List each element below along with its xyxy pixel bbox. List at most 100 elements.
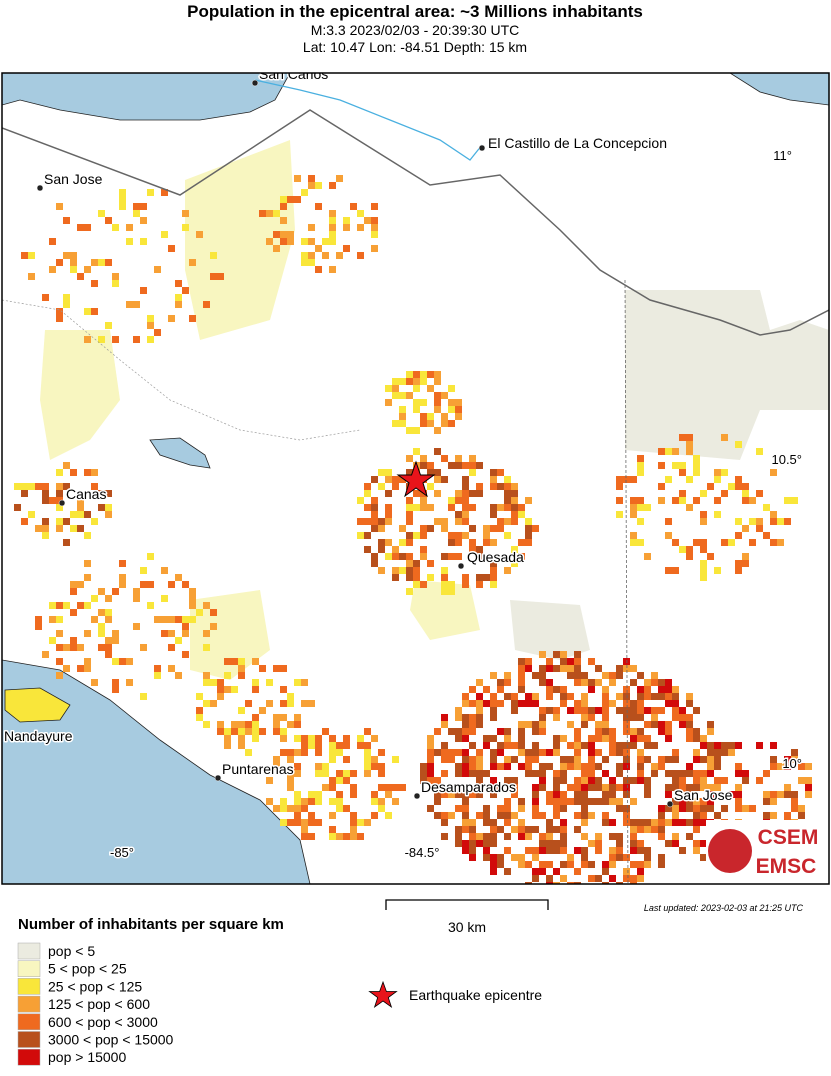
pop-cell xyxy=(616,742,623,749)
pop-cell xyxy=(469,819,476,826)
pop-cell xyxy=(469,728,476,735)
pop-cell xyxy=(539,777,546,784)
pop-cell xyxy=(357,833,364,840)
pop-cell xyxy=(441,721,448,728)
pop-cell xyxy=(511,777,518,784)
pop-cell xyxy=(336,777,343,784)
pop-cell xyxy=(357,735,364,742)
pop-cell xyxy=(63,665,70,672)
pop-cell xyxy=(511,791,518,798)
pop-cell xyxy=(518,679,525,686)
pop-cell xyxy=(490,763,497,770)
pop-cell xyxy=(609,728,616,735)
pop-cell xyxy=(364,504,371,511)
pop-cell xyxy=(161,616,168,623)
pop-cell xyxy=(518,721,525,728)
pop-cell xyxy=(504,833,511,840)
pop-cell xyxy=(252,679,259,686)
pop-cell xyxy=(392,574,399,581)
pop-cell xyxy=(329,735,336,742)
pop-cell xyxy=(504,679,511,686)
pop-cell xyxy=(35,525,42,532)
pop-cell xyxy=(238,742,245,749)
pop-cell xyxy=(679,462,686,469)
pop-cell xyxy=(476,749,483,756)
pop-cell xyxy=(616,840,623,847)
pop-cell xyxy=(609,875,616,882)
pop-cell xyxy=(336,833,343,840)
pop-cell xyxy=(637,840,644,847)
pop-cell xyxy=(560,651,567,658)
pop-cell xyxy=(70,609,77,616)
pop-cell xyxy=(630,665,637,672)
pop-cell xyxy=(14,504,21,511)
pop-cell xyxy=(532,742,539,749)
pop-cell xyxy=(476,777,483,784)
pop-cell xyxy=(735,742,742,749)
pop-cell xyxy=(567,672,574,679)
pop-cell xyxy=(630,476,637,483)
pop-cell xyxy=(357,252,364,259)
pop-cell xyxy=(77,525,84,532)
pop-cell xyxy=(392,756,399,763)
pop-cell xyxy=(483,847,490,854)
pop-cell xyxy=(28,511,35,518)
pop-cell xyxy=(301,679,308,686)
pop-cell xyxy=(588,735,595,742)
pop-cell xyxy=(266,700,273,707)
pop-cell xyxy=(525,770,532,777)
pop-cell xyxy=(490,560,497,567)
pop-cell xyxy=(476,553,483,560)
legend-label: pop < 5 xyxy=(48,943,95,959)
legend-label: pop > 15000 xyxy=(48,1049,126,1065)
pop-cell xyxy=(609,700,616,707)
pop-cell xyxy=(672,770,679,777)
pop-cell xyxy=(203,700,210,707)
pop-cell xyxy=(112,630,119,637)
pop-cell xyxy=(665,448,672,455)
pop-cell xyxy=(658,721,665,728)
pop-cell xyxy=(441,392,448,399)
pop-cell xyxy=(462,791,469,798)
pop-cell xyxy=(574,749,581,756)
pop-cell xyxy=(693,728,700,735)
pop-cell xyxy=(189,602,196,609)
pop-cell xyxy=(511,707,518,714)
pop-cell xyxy=(560,798,567,805)
pop-cell xyxy=(448,581,455,588)
pop-cell xyxy=(560,840,567,847)
pop-cell xyxy=(476,833,483,840)
pop-cell xyxy=(490,700,497,707)
pop-cell xyxy=(763,504,770,511)
pop-cell xyxy=(679,714,686,721)
pop-cell xyxy=(616,693,623,700)
pop-cell xyxy=(287,700,294,707)
pop-cell xyxy=(784,791,791,798)
pop-cell xyxy=(56,497,63,504)
pop-cell xyxy=(371,553,378,560)
pop-cell xyxy=(476,483,483,490)
pop-cell xyxy=(147,189,154,196)
pop-cell xyxy=(623,868,630,875)
pop-cell xyxy=(252,735,259,742)
pop-cell xyxy=(385,518,392,525)
pop-cell xyxy=(679,784,686,791)
pop-cell xyxy=(525,539,532,546)
pop-cell xyxy=(427,469,434,476)
pop-cell xyxy=(210,609,217,616)
pop-cell xyxy=(119,581,126,588)
pop-cell xyxy=(581,819,588,826)
pop-cell xyxy=(637,749,644,756)
pop-cell xyxy=(637,700,644,707)
pop-cell xyxy=(469,714,476,721)
pop-cell xyxy=(294,805,301,812)
pop-cell xyxy=(672,567,679,574)
pop-cell xyxy=(462,784,469,791)
pop-cell xyxy=(301,833,308,840)
pop-cell xyxy=(588,742,595,749)
pop-cell xyxy=(455,749,462,756)
logo-text: CSEM xyxy=(758,826,819,849)
pop-cell xyxy=(567,882,574,884)
pop-cell xyxy=(399,420,406,427)
pop-cell xyxy=(413,371,420,378)
